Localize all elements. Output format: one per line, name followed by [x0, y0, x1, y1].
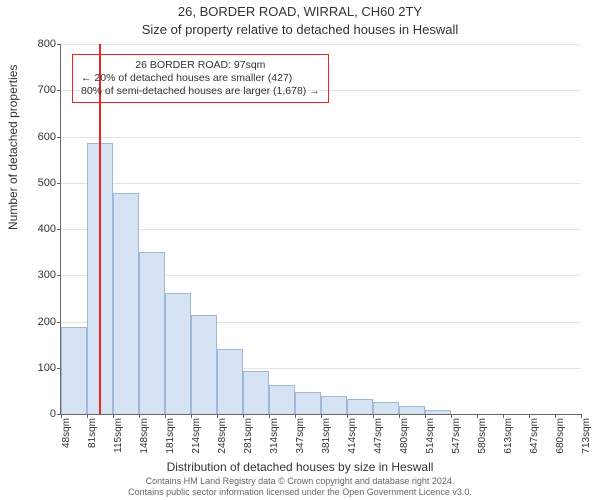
histogram-bar — [243, 371, 269, 414]
annotation-box: 26 BORDER ROAD: 97sqm ← 20% of detached … — [72, 54, 329, 103]
footer-line1: Contains HM Land Registry data © Crown c… — [0, 476, 600, 487]
histogram-bar — [347, 399, 373, 414]
ytick-mark — [57, 229, 61, 230]
histogram-bar — [61, 327, 87, 414]
annotation-line1: 26 BORDER ROAD: 97sqm — [81, 59, 320, 72]
histogram-bar — [295, 392, 321, 414]
ytick-label: 600 — [26, 131, 56, 143]
ytick-label: 400 — [26, 223, 56, 235]
histogram-bar — [139, 252, 165, 414]
annotation-line2: ← 20% of detached houses are smaller (42… — [81, 72, 320, 85]
chart-container: 26, BORDER ROAD, WIRRAL, CH60 2TY Size o… — [0, 0, 600, 500]
ytick-label: 700 — [26, 84, 56, 96]
x-axis-label: Distribution of detached houses by size … — [0, 460, 600, 474]
histogram-bar — [191, 315, 217, 414]
title-subtitle: Size of property relative to detached ho… — [0, 22, 600, 37]
histogram-bar — [165, 293, 191, 414]
footer-credits: Contains HM Land Registry data © Crown c… — [0, 476, 600, 498]
grid-line — [61, 229, 581, 230]
ytick-mark — [57, 322, 61, 323]
ytick-label: 0 — [26, 408, 56, 420]
y-axis-label: Number of detached properties — [6, 65, 20, 230]
ytick-mark — [57, 137, 61, 138]
ytick-label: 800 — [26, 38, 56, 50]
histogram-bar — [113, 193, 139, 414]
histogram-bar — [217, 349, 243, 414]
footer-line2: Contains public sector information licen… — [0, 487, 600, 498]
ytick-mark — [57, 44, 61, 45]
ytick-label: 300 — [26, 269, 56, 281]
ytick-label: 500 — [26, 177, 56, 189]
histogram-bar — [373, 402, 399, 414]
annotation-line3: 80% of semi-detached houses are larger (… — [81, 85, 320, 98]
ytick-mark — [57, 275, 61, 276]
grid-line — [61, 183, 581, 184]
grid-line — [61, 44, 581, 45]
ytick-label: 100 — [26, 362, 56, 374]
title-address: 26, BORDER ROAD, WIRRAL, CH60 2TY — [0, 4, 600, 19]
ytick-label: 200 — [26, 316, 56, 328]
histogram-bar — [269, 385, 295, 414]
histogram-bar — [425, 410, 451, 414]
histogram-bar — [399, 406, 425, 414]
ytick-mark — [57, 90, 61, 91]
grid-line — [61, 137, 581, 138]
histogram-bar — [321, 396, 347, 414]
ytick-mark — [57, 183, 61, 184]
